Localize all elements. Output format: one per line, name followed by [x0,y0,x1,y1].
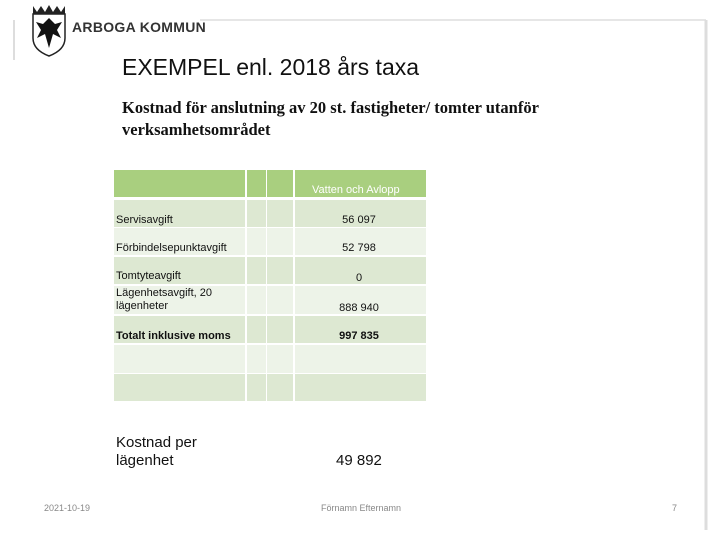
row-label: Tomtyteavgift [116,270,181,282]
table-cell [267,286,293,314]
table-cell [267,345,293,373]
table: Vatten och Avlopp Servisavgift 56 097 Förbi… [114,170,426,401]
table-cell [295,374,426,401]
table-cell [114,316,245,343]
table-cell [267,316,293,343]
table-cell [267,257,293,284]
table-cell [114,170,245,197]
table-cell [295,200,426,227]
row-label: Lägenhetsavgift, 20 lägenheter [116,287,213,312]
table-cell [114,257,245,284]
subtitle: Kostnad för anslutning av 20 st. fastigh… [122,98,539,139]
table-cell [267,170,293,197]
table-cell [247,316,266,343]
table-cell [295,286,426,314]
table-cell [267,374,293,401]
table-cell [247,286,266,314]
table-cell [114,200,245,227]
author: Förnamn Efternamn [321,503,402,513]
row-label: Förbindelsepunktavgift [116,242,227,254]
row-label: Totalt inklusive moms [116,330,231,342]
table-cell [114,286,245,314]
table-cell [267,200,293,227]
date: 2021-10-19 [44,503,91,513]
row-value: 997 835 [339,330,379,342]
organization: ARBOGA KOMMUN [72,19,207,35]
table-cell [114,374,245,401]
row-label: Servisavgift [116,214,173,226]
table-cell [247,257,266,284]
row-value: 52 798 [342,242,376,254]
per-unit-label: Kostnad per lägenhet [116,434,197,469]
column-header: Vatten och Avlopp [312,184,400,196]
table-cell [247,228,266,255]
row-value: 888 940 [339,302,379,314]
table-cell [247,374,266,401]
table-cell [247,345,266,373]
table-cell [295,257,426,284]
table-cell [267,228,293,255]
row-value: 0 [355,272,363,284]
logo [32,5,66,57]
slide-title: EXEMPEL enl. 2018 års taxa [122,54,420,80]
per-unit-value: 49 892 [336,452,382,469]
table-cell [114,228,245,255]
table-cell [247,170,266,197]
table-cell [295,345,426,373]
page-number: 7 [672,503,678,513]
row-value: 56 097 [342,214,376,226]
table-cell [295,228,426,255]
table-cell [247,200,266,227]
table-cell [295,170,426,197]
table-cell [114,345,245,373]
table-cell [295,316,426,343]
